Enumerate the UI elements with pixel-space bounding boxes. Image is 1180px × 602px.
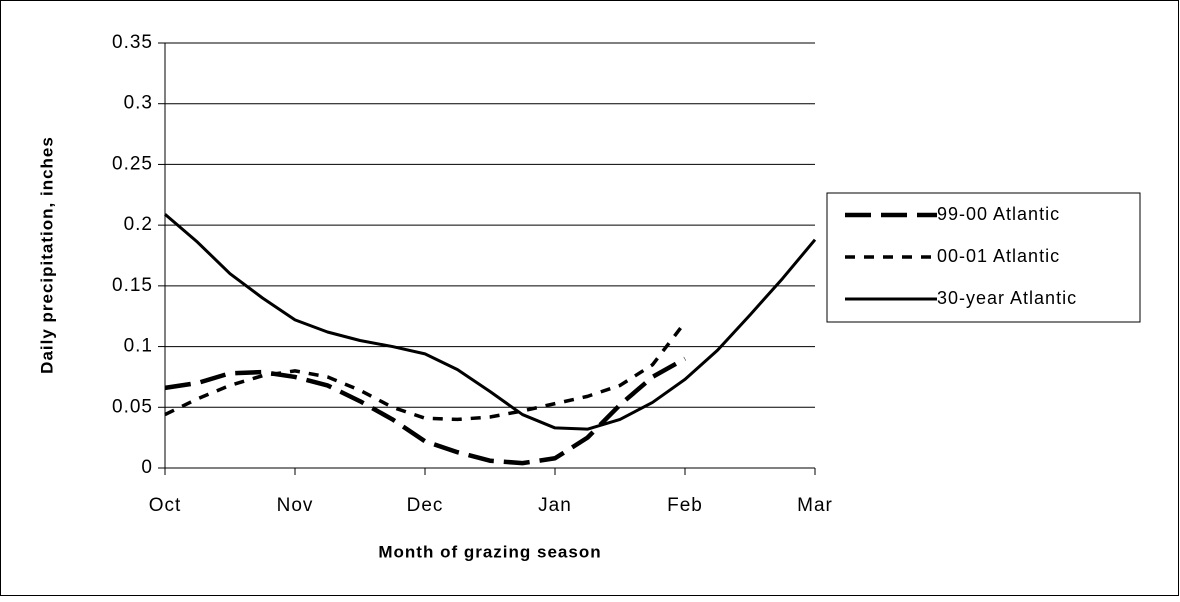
y-tick-label: 0.2: [124, 214, 153, 235]
x-tick-label: Oct: [149, 495, 182, 516]
legend-label: 00-01 Atlantic: [937, 246, 1060, 266]
y-tick-label: 0: [141, 457, 153, 478]
x-tick-label: Jan: [538, 495, 572, 516]
legend-label: 30-year Atlantic: [937, 288, 1077, 308]
y-tick-label: 0.15: [112, 275, 153, 296]
y-tick-label: 0.35: [112, 32, 153, 53]
y-tick-label: 0.05: [112, 396, 153, 417]
line-series: [164, 213, 817, 431]
y-tick-label: 0.25: [112, 153, 153, 174]
y-tick-label: 0.3: [124, 93, 153, 114]
line-series: [164, 356, 687, 466]
x-tick-label: Dec: [407, 495, 444, 516]
y-tick-label: 0.1: [124, 336, 153, 357]
x-axis-title: Month of grazing season: [378, 542, 601, 561]
x-tick-label: Feb: [667, 495, 703, 516]
legend-label: 99-00 Atlantic: [937, 204, 1060, 224]
x-tick-label: Nov: [277, 495, 314, 516]
x-tick-label: Mar: [797, 495, 833, 516]
y-axis-title: Daily precipitation, inches: [37, 136, 56, 374]
